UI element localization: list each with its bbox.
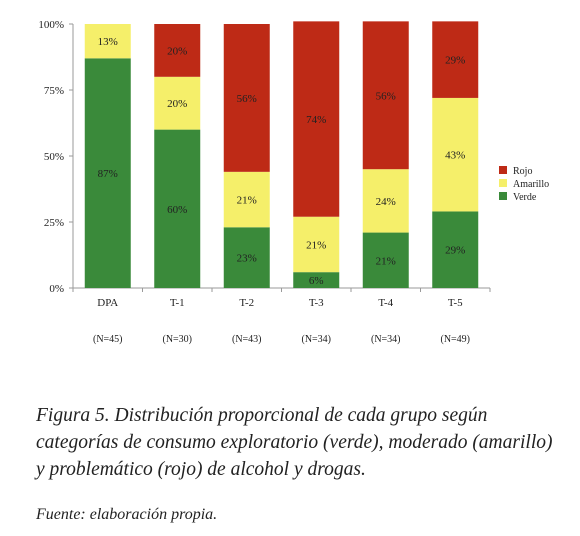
data-label-verde: 60%	[167, 204, 187, 216]
legend-label-amarillo: Amarillo	[513, 179, 549, 190]
x-tick-label: T-1	[170, 297, 185, 309]
bar-segment-verde	[432, 211, 479, 288]
bar-segment-verde	[223, 227, 270, 288]
legend-label-rojo: Rojo	[513, 166, 532, 177]
data-label-verde: 87%	[98, 168, 118, 180]
x-tick-label: T-5	[448, 297, 463, 309]
y-tick-label: 0%	[49, 283, 64, 295]
legend-label-verde: Verde	[513, 192, 537, 203]
bar-segment-rojo	[293, 21, 340, 217]
data-label-rojo: 20%	[167, 45, 187, 57]
bar-segment-rojo	[154, 24, 201, 77]
bar-segment-amarillo	[432, 97, 479, 212]
x-tick-label: T-3	[309, 297, 324, 309]
legend-swatch-verde	[499, 192, 507, 200]
bar-segment-rojo	[223, 24, 270, 172]
data-label-amarillo: 24%	[376, 196, 396, 208]
data-label-verde: 21%	[376, 255, 396, 267]
data-label-verde: 29%	[445, 245, 465, 257]
x-tick-label: DPA	[97, 297, 118, 309]
bar-segment-amarillo	[223, 171, 270, 228]
bar-segment-verde	[362, 232, 409, 288]
data-label-amarillo: 21%	[237, 195, 257, 207]
data-label-amarillo: 20%	[167, 98, 187, 110]
x-tick-label: T-2	[239, 297, 254, 309]
data-label-rojo: 56%	[376, 90, 396, 102]
bar-segment-verde	[293, 272, 340, 288]
data-label-verde: 6%	[309, 275, 324, 287]
sample-size-label: (N=43)	[232, 334, 262, 345]
data-label-amarillo: 21%	[306, 239, 326, 251]
y-tick-label: 100%	[38, 19, 64, 31]
legend-swatch-rojo	[499, 166, 507, 174]
y-tick-label: 75%	[44, 85, 64, 97]
sample-size-label: (N=49)	[440, 334, 470, 345]
sample-size-label: (N=34)	[371, 334, 401, 345]
sample-size-label: (N=30)	[162, 334, 192, 345]
x-tick-label: T-4	[378, 297, 393, 309]
stacked-bar-chart: 0% 25% 50% 75% 100% 87% 13% DPA (N=45) 60% 20% 20% T…	[38, 19, 549, 345]
data-label-amarillo: 13%	[98, 36, 118, 48]
figure-caption: Figura 5. Distribución proporcional de c…	[36, 405, 553, 480]
bar-segment-verde	[154, 129, 201, 288]
bar-segment-rojo	[362, 21, 409, 170]
data-label-verde: 23%	[237, 253, 257, 265]
bar-segment-amarillo	[154, 76, 201, 130]
bar-segment-amarillo	[84, 24, 131, 59]
data-label-amarillo: 43%	[445, 150, 465, 162]
data-label-rojo: 56%	[237, 93, 257, 105]
legend-swatch-amarillo	[499, 179, 507, 187]
sample-size-label: (N=45)	[93, 334, 123, 345]
figure-source: Fuente: elaboración propia.	[36, 506, 218, 523]
y-tick-label: 50%	[44, 151, 64, 163]
bar-segment-verde	[84, 58, 131, 288]
bar-segment-rojo	[432, 21, 479, 98]
data-label-rojo: 29%	[445, 55, 465, 67]
data-label-rojo: 74%	[306, 114, 326, 126]
y-tick-label: 25%	[44, 217, 64, 229]
bar-segment-amarillo	[293, 216, 340, 273]
bar-segment-amarillo	[362, 169, 409, 233]
sample-size-label: (N=34)	[301, 334, 331, 345]
